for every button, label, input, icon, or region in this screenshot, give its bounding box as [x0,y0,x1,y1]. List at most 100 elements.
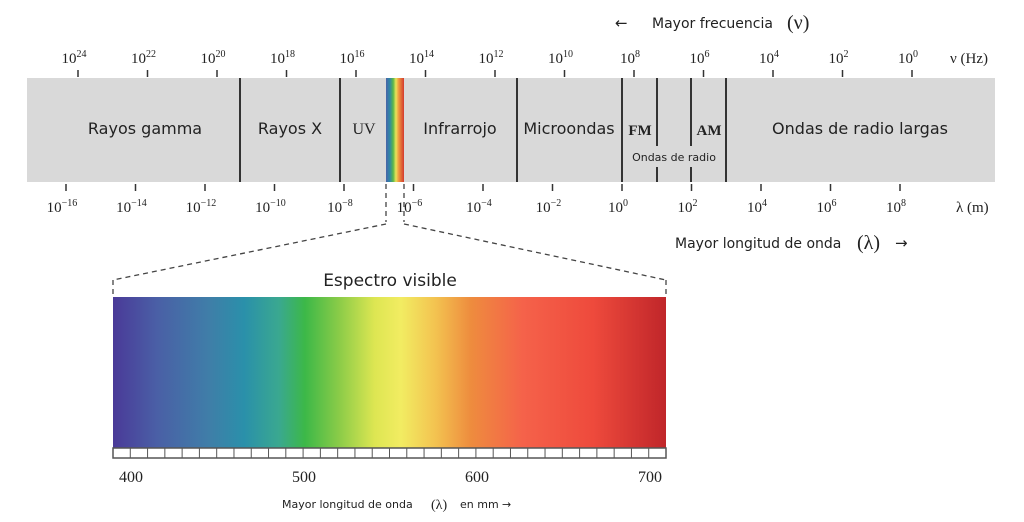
visible-tick-400: 400 [119,469,143,486]
wave-tick-exponent: 8 [901,198,906,209]
freq-tick-base: 10 [829,51,844,67]
wave-tick-exponent: −4 [481,198,492,209]
freq-tick-base: 10 [620,51,635,67]
freq-tick-label: 102 [829,49,849,67]
wave-tick-label: 10−6 [397,198,423,216]
wave-tick-label: 10−8 [327,198,353,216]
freq-tick-base: 10 [340,51,355,67]
band-fm: FM [628,123,651,139]
wave-tick-exponent: −8 [342,198,353,209]
freq-tick-label: 1018 [270,49,295,67]
visible-tick-600: 600 [465,469,489,486]
band-microwave: Microondas [523,119,614,138]
right-arrow-icon: → [502,498,511,511]
band-xray: Rayos X [258,119,322,138]
freq-tick-exponent: 24 [77,49,87,60]
visible-axis-text: Mayor longitud de onda [282,498,413,511]
wave-tick-label: 10−10 [255,198,286,216]
freq-tick-exponent: 6 [705,49,710,60]
freq-tick-label: 1010 [548,49,573,67]
ruler-ticks [129,448,650,458]
wave-tick-base: 10 [47,200,62,216]
wave-tick-exponent: −2 [551,198,562,209]
freq-tick-exponent: 12 [494,49,504,60]
wave-tick-exponent: −16 [62,198,78,209]
visible-spectrum-title: Espectro visible [323,271,457,291]
freq-tick-base: 10 [201,51,216,67]
zoom-bracket [112,184,667,297]
freq-tick-label: 1024 [62,49,87,67]
freq-tick-base: 10 [409,51,424,67]
band-gamma: Rayos gamma [88,119,202,138]
left-arrow-icon: ← [615,14,628,32]
freq-tick-base: 10 [548,51,563,67]
freq-symbol: (ν) [787,12,809,34]
freq-tick-exponent: 22 [146,49,156,60]
freq-tick-exponent: 10 [563,49,573,60]
wave-tick-base: 10 [255,200,270,216]
frequency-direction-label: ← Mayor frecuencia (ν) [615,12,809,34]
band-dividers [239,78,727,182]
freq-tick-label: 1012 [479,49,504,67]
wave-tick-exponent: 6 [832,198,837,209]
wave-tick-base: 10 [327,200,342,216]
wave-tick-label: 102 [678,198,698,216]
freq-tick-exponent: 20 [216,49,226,60]
visible-tick-500: 500 [292,469,316,486]
freq-tick-label: 1022 [131,49,156,67]
freq-tick-base: 10 [479,51,494,67]
wavelength-axis: 10−16 10−14 10−12 10−10 10−8 10−6 10−4 10−2 100 1… [47,184,906,216]
freq-tick-base: 10 [690,51,705,67]
visible-axis-label: Mayor longitud de onda (λ) en mm → [282,498,511,513]
wave-tick-base: 10 [466,200,481,216]
wave-symbol: (λ) [857,232,880,254]
wave-tick-label: 104 [747,198,767,216]
freq-tick-label: 108 [620,49,640,67]
wavelength-direction-label: Mayor longitud de onda (λ) → [675,232,908,254]
freq-tick-label: 1016 [340,49,365,67]
wave-tick-base: 10 [608,200,623,216]
wave-tick-base: 10 [678,200,693,216]
wave-tick-label: 106 [817,198,837,216]
wave-tick-exponent: 2 [693,198,698,209]
visible-strip [386,78,404,182]
visible-axis-unit: en mm [460,498,499,511]
freq-tick-exponent: 8 [635,49,640,60]
wave-tick-exponent: 0 [623,198,628,209]
visible-spectrum-gradient [113,297,666,448]
right-arrow-icon: → [895,234,908,252]
freq-tick-label: 100 [898,49,918,67]
wave-tick-base: 10 [747,200,762,216]
freq-tick-base: 10 [898,51,913,67]
band-long-radio: Ondas de radio largas [772,119,948,138]
freq-tick-exponent: 18 [285,49,295,60]
wave-tick-exponent: −12 [201,198,217,209]
freq-tick-exponent: 14 [424,49,434,60]
wave-tick-base: 10 [186,200,201,216]
freq-label: Mayor frecuencia [652,16,773,32]
wave-tick-label: 10−4 [466,198,492,216]
freq-tick-base: 10 [131,51,146,67]
wave-tick-base: 10 [536,200,551,216]
visible-tick-700: 700 [638,469,662,486]
freq-tick-label: 106 [690,49,710,67]
freq-unit-label: ν (Hz) [950,51,988,67]
wave-tick-label: 108 [886,198,906,216]
freq-tick-base: 10 [759,51,774,67]
freq-tick-exponent: 4 [774,49,779,60]
band-infrared: Infrarrojo [423,119,496,138]
wave-tick-exponent: −6 [412,198,423,209]
wave-tick-base: 10 [397,200,412,216]
wave-tick-base: 10 [886,200,901,216]
spectrum-band [27,78,995,182]
wave-tick-label: 10−14 [116,198,147,216]
wave-tick-label: 100 [608,198,628,216]
wave-label: Mayor longitud de onda [675,236,841,252]
freq-tick-exponent: 2 [844,49,849,60]
wave-unit-label: λ (m) [956,200,989,216]
freq-tick-label: 1020 [201,49,226,67]
wave-tick-exponent: 4 [762,198,767,209]
band-am: AM [697,123,722,139]
band-uv: UV [352,121,376,138]
